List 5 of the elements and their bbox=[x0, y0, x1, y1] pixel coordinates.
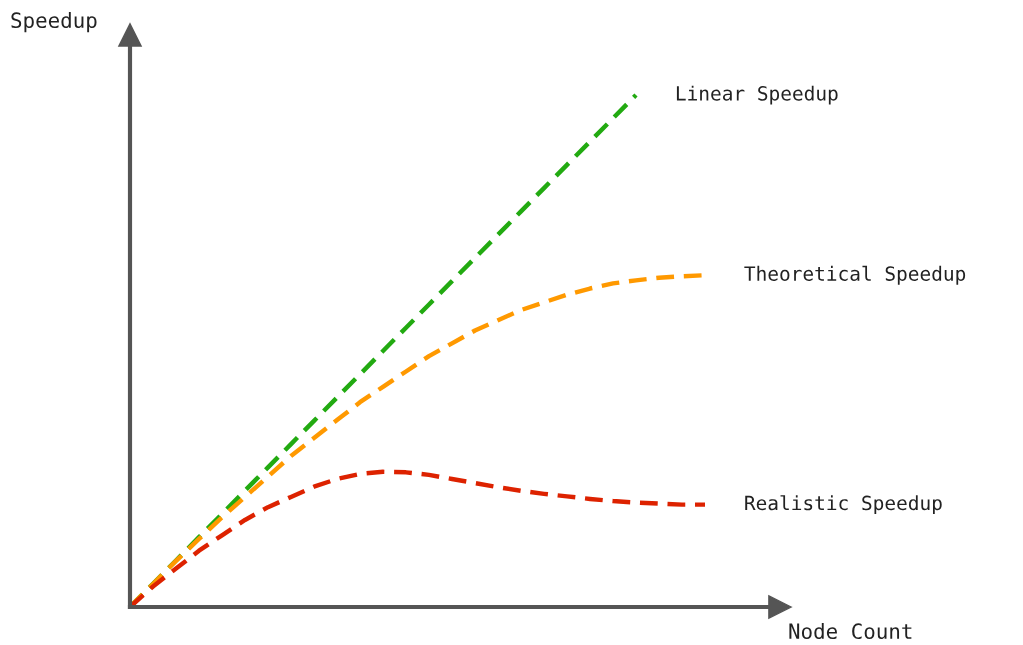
y-axis-title: Speedup bbox=[11, 11, 97, 33]
text: Linear Speedup bbox=[676, 85, 838, 105]
x-axis-title: Node Count bbox=[789, 622, 912, 640]
text: Theoretical Speedup bbox=[744, 265, 966, 285]
text: Realistic Speedup bbox=[745, 495, 942, 515]
